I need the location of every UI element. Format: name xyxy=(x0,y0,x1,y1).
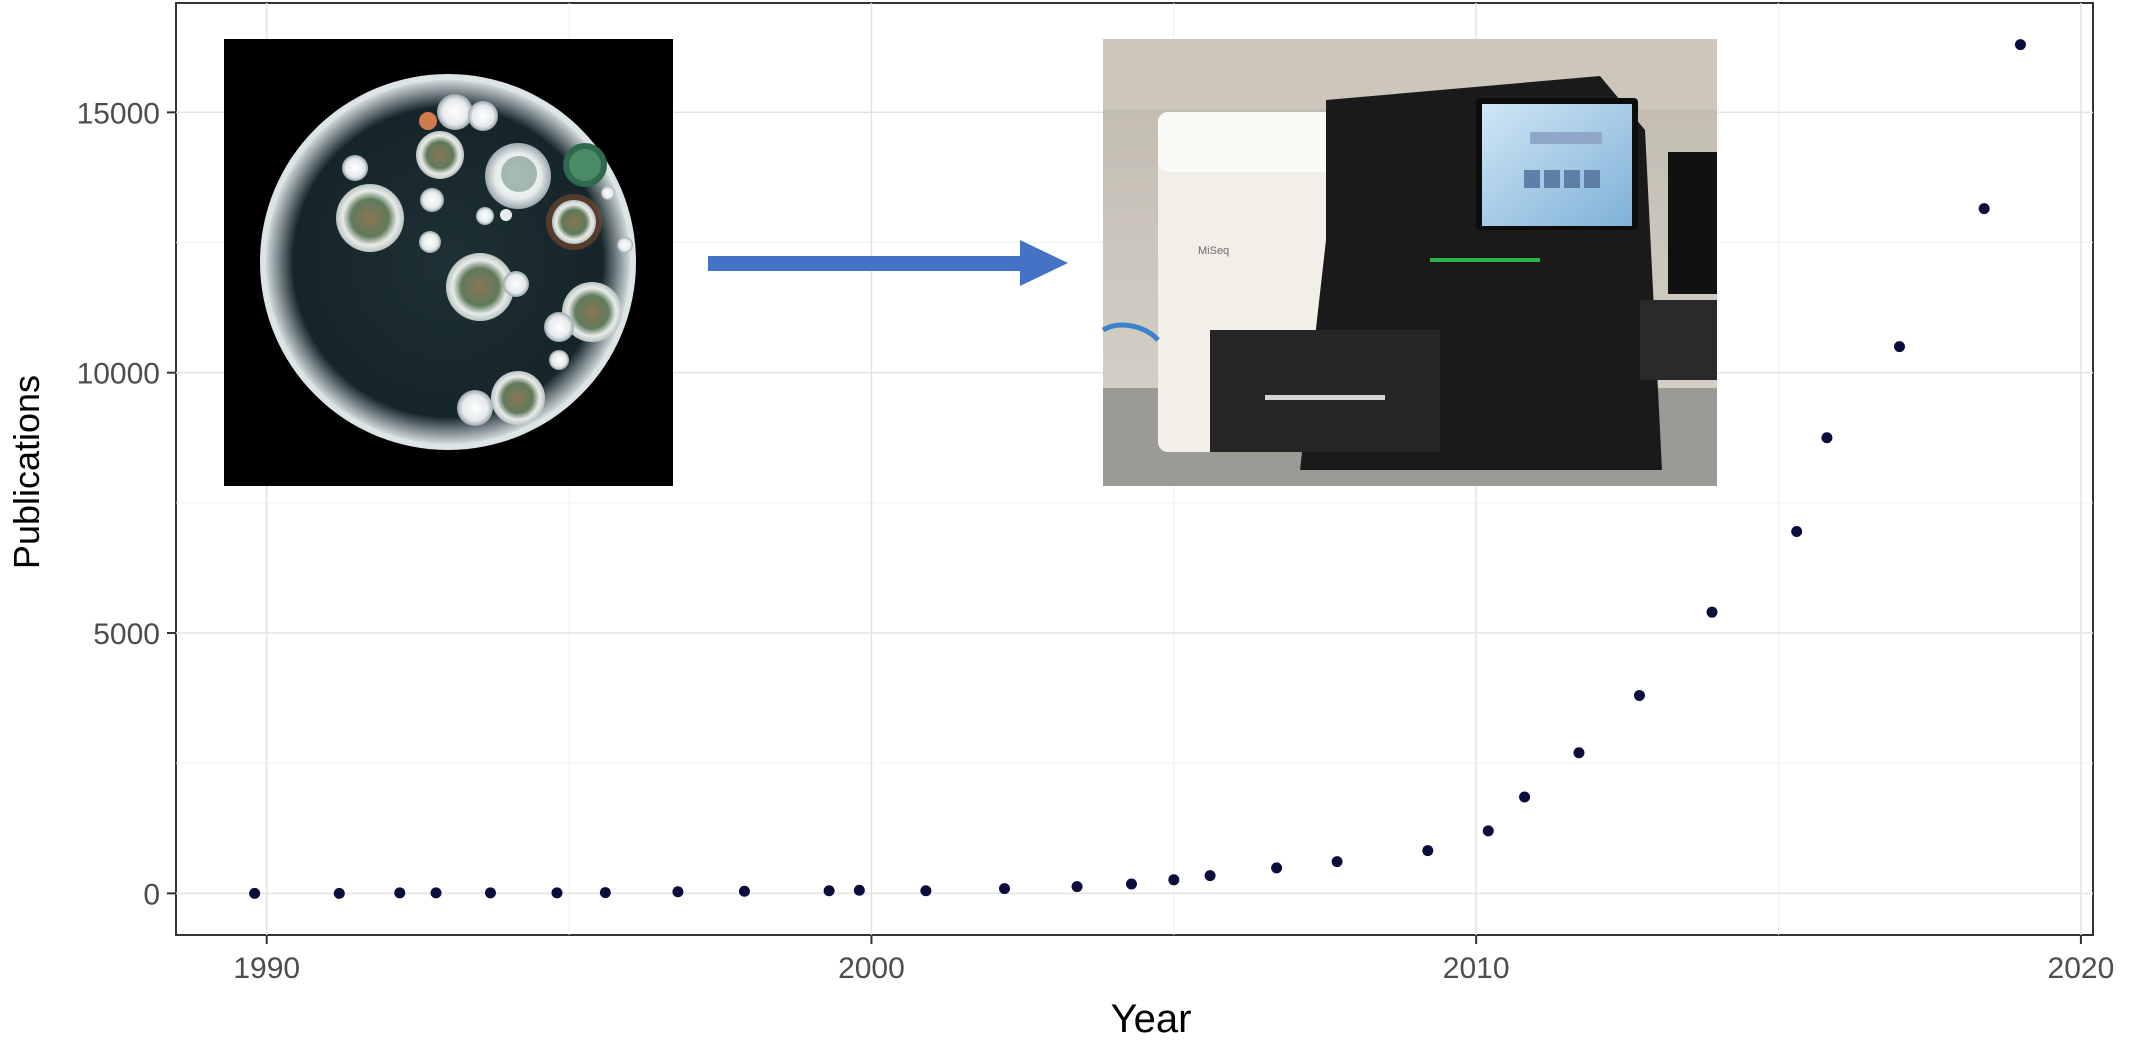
data-point xyxy=(1821,432,1833,444)
data-point xyxy=(599,887,611,899)
data-point xyxy=(1706,606,1718,618)
data-points xyxy=(249,39,2026,899)
data-point xyxy=(1125,878,1137,890)
data-point xyxy=(1978,203,1990,215)
data-point xyxy=(1071,881,1083,893)
petri-dish-photo xyxy=(224,39,673,486)
data-point xyxy=(1893,341,1905,353)
data-point xyxy=(394,887,406,899)
data-point xyxy=(1482,825,1494,837)
y-axis-label: Publications xyxy=(6,375,47,569)
data-point xyxy=(1633,689,1645,701)
x-tick-label: 2020 xyxy=(2048,952,2115,985)
data-point xyxy=(333,887,345,899)
data-point xyxy=(1519,791,1531,803)
data-point xyxy=(1573,747,1585,759)
data-point xyxy=(249,887,261,899)
x-tick-label: 2000 xyxy=(838,952,905,985)
y-tick-label: 10000 xyxy=(77,358,160,391)
data-point xyxy=(672,886,684,898)
x-tick-label: 1990 xyxy=(233,952,300,985)
data-point xyxy=(430,887,442,899)
x-axis-ticks: 1990 2000 2010 2020 xyxy=(233,935,2114,985)
x-tick-label: 2010 xyxy=(1443,952,1510,985)
data-point xyxy=(1422,845,1434,857)
data-point xyxy=(853,884,865,896)
data-point xyxy=(920,885,932,897)
data-point xyxy=(738,885,750,897)
data-point xyxy=(1331,856,1343,868)
y-tick-label: 15000 xyxy=(77,97,160,130)
x-axis-label: Year xyxy=(1111,997,1192,1041)
data-point xyxy=(484,887,496,899)
data-point xyxy=(823,885,835,897)
data-point xyxy=(1271,862,1283,874)
data-point xyxy=(1168,874,1180,886)
y-tick-label: 0 xyxy=(143,878,160,911)
data-point xyxy=(2014,39,2026,51)
data-point xyxy=(551,887,563,899)
data-point xyxy=(998,883,1010,895)
data-point xyxy=(1204,870,1216,882)
y-tick-label: 5000 xyxy=(93,618,160,651)
svg-text:MiSeq: MiSeq xyxy=(1198,245,1229,257)
y-axis-ticks: 0 5000 10000 15000 xyxy=(77,97,176,911)
arrow xyxy=(708,240,1068,286)
data-point xyxy=(1791,525,1803,537)
sequencer-photo: MiSeq xyxy=(1101,39,1717,486)
